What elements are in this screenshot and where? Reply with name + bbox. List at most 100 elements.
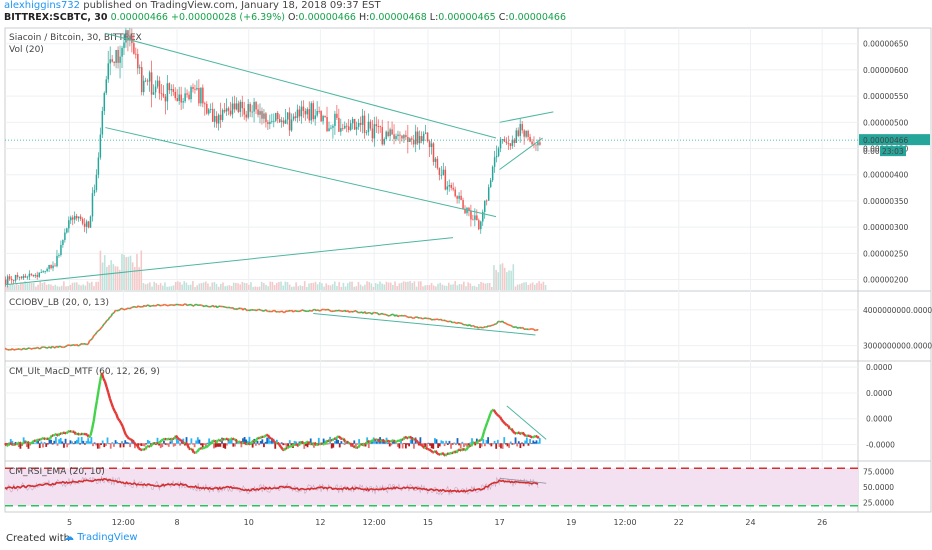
volume-bar — [327, 284, 330, 290]
ccobv-title: CCIOBV_LB (20, 0, 13) — [9, 298, 109, 308]
ccobv-segment — [520, 326, 523, 329]
macd-line-segment — [126, 436, 131, 440]
ccobv-segment — [90, 337, 94, 341]
macd-line-segment — [304, 441, 308, 445]
macd-histogram-bar — [535, 440, 538, 444]
ccobv-segment — [143, 304, 147, 308]
volume-bar — [512, 264, 515, 290]
ccobv-segment — [84, 343, 88, 346]
volume-bar — [75, 282, 78, 290]
macd-histogram-bar — [303, 443, 306, 449]
volume-bar — [303, 281, 306, 290]
candle-body — [34, 275, 37, 277]
macd-histogram-bar — [448, 440, 451, 444]
macd-histogram-bar — [42, 443, 44, 448]
macd-histogram-bar — [501, 443, 504, 449]
candle-body — [62, 240, 64, 245]
candle-body — [424, 132, 427, 134]
candle-body — [123, 42, 125, 48]
candle-body — [351, 118, 354, 124]
macd-line-segment — [174, 434, 179, 439]
macd-histogram-bar — [521, 442, 523, 444]
volume-bar — [441, 284, 444, 290]
macd-line-segment — [210, 440, 214, 444]
macd-histogram-bar — [351, 443, 354, 445]
ccobv-trendline[interactable] — [313, 312, 536, 336]
macd-line-segment — [144, 445, 148, 450]
macd-histogram-bar — [484, 443, 486, 447]
ccobv-segment — [377, 312, 380, 316]
macd-line-segment — [339, 437, 343, 441]
candle-body — [397, 134, 399, 137]
ccobv-segment — [89, 339, 92, 342]
candle-body — [298, 109, 301, 117]
macd-line-segment — [386, 439, 390, 443]
volume-bar — [48, 284, 50, 290]
volume-bar — [409, 281, 411, 290]
candle-body — [470, 210, 472, 220]
candle-body — [66, 228, 68, 233]
ccobv-segment — [53, 346, 56, 349]
macd-histogram-bar — [198, 439, 201, 444]
macd-histogram-bar — [137, 443, 140, 447]
macd-histogram-bar — [90, 437, 93, 444]
macd-line-segment — [46, 437, 50, 441]
macd-histogram-bar — [343, 443, 346, 446]
macd-histogram-bar — [146, 439, 149, 444]
trendline-2[interactable] — [4, 237, 454, 286]
price-tick-label: 0.00000550 — [863, 92, 909, 101]
ccobv-segment — [352, 310, 356, 313]
macd-histogram-bar — [390, 443, 393, 446]
macd-line-segment — [150, 442, 155, 446]
macd-trendline[interactable] — [506, 405, 547, 440]
volume-bar — [372, 286, 375, 290]
macd-histogram-bar — [274, 443, 277, 449]
macd-line-segment — [60, 431, 64, 435]
candle-body — [393, 134, 395, 139]
ccobv-segment — [91, 335, 95, 339]
volume-bar — [463, 281, 465, 290]
ccobv-segment — [38, 347, 42, 350]
macd-histogram-bar — [442, 441, 444, 444]
volume-bar — [155, 283, 158, 290]
macd-histogram-bar — [216, 443, 219, 447]
rsi-trendline[interactable] — [499, 477, 547, 484]
macd-line-segment — [18, 441, 22, 445]
volume-bar — [471, 286, 474, 290]
ccobv-segment — [139, 305, 142, 308]
candle-body — [180, 94, 182, 103]
volume-bar — [465, 286, 467, 290]
macd-line-segment — [223, 437, 227, 441]
volume-bar — [204, 281, 207, 290]
macd-histogram-bar — [11, 440, 14, 444]
volume-bar — [69, 285, 72, 290]
ccobv-segment — [439, 318, 442, 321]
candle-body — [28, 273, 31, 277]
ccobv-segment — [319, 308, 323, 312]
macd-line-segment — [257, 436, 261, 440]
candle-body — [428, 141, 431, 148]
tradingview-logo[interactable]: ☁ TradingView — [64, 532, 138, 543]
macd-histogram-bar — [524, 440, 527, 444]
volume-bar — [400, 282, 403, 290]
volume-bar — [536, 283, 538, 290]
trendline-1[interactable] — [105, 127, 497, 218]
volume-bar — [284, 281, 287, 290]
trendline-0[interactable] — [105, 32, 497, 139]
trendline-4[interactable] — [499, 137, 543, 170]
candle-body — [38, 272, 41, 277]
candle-body — [101, 110, 104, 135]
candle-body — [434, 158, 437, 162]
macd-histogram-bar — [409, 439, 412, 444]
ccobv-segment — [243, 307, 247, 311]
volume-bar — [101, 262, 104, 290]
macd-line-segment — [464, 448, 467, 452]
trendline-3[interactable] — [499, 111, 554, 123]
candle-body — [215, 115, 218, 124]
candle-body — [472, 219, 474, 221]
author-link[interactable]: alexhiggins732 — [4, 0, 81, 11]
ccobv-segment — [252, 308, 255, 312]
macd-histogram-bar — [387, 442, 390, 444]
chart-canvas[interactable]: 0.00000650 0.00000600 0.00000550 0.00000500… — [0, 0, 932, 530]
macd-line-segment — [499, 416, 503, 421]
